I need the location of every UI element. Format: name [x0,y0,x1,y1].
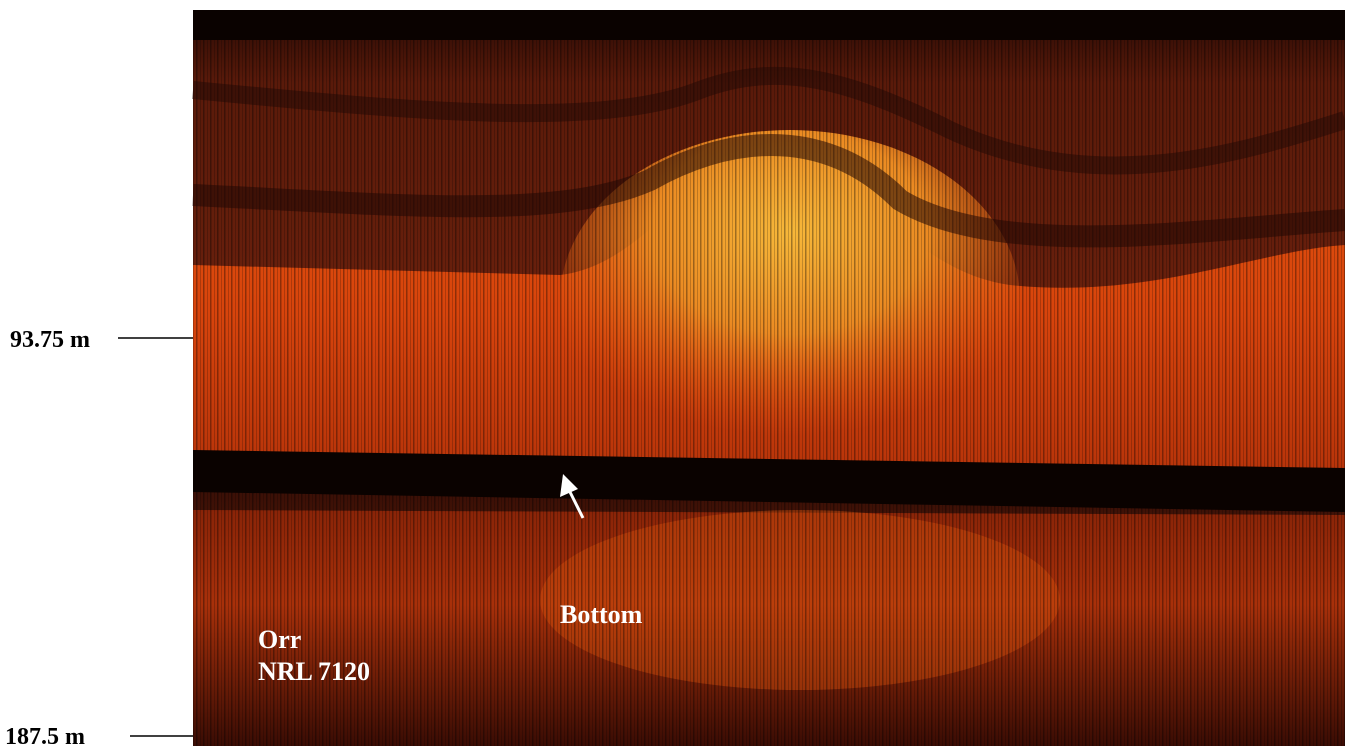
echogram [193,10,1345,746]
annotation: Bottom [560,600,643,629]
annotation: Orr [258,625,301,654]
annotation: NRL 7120 [258,657,370,686]
depth-label: 187.5 m [5,724,85,746]
page: 93.75 m 187.5 m Bottom Orr NRL 7120 [0,0,1345,746]
depth-label: 93.75 m [10,327,90,353]
